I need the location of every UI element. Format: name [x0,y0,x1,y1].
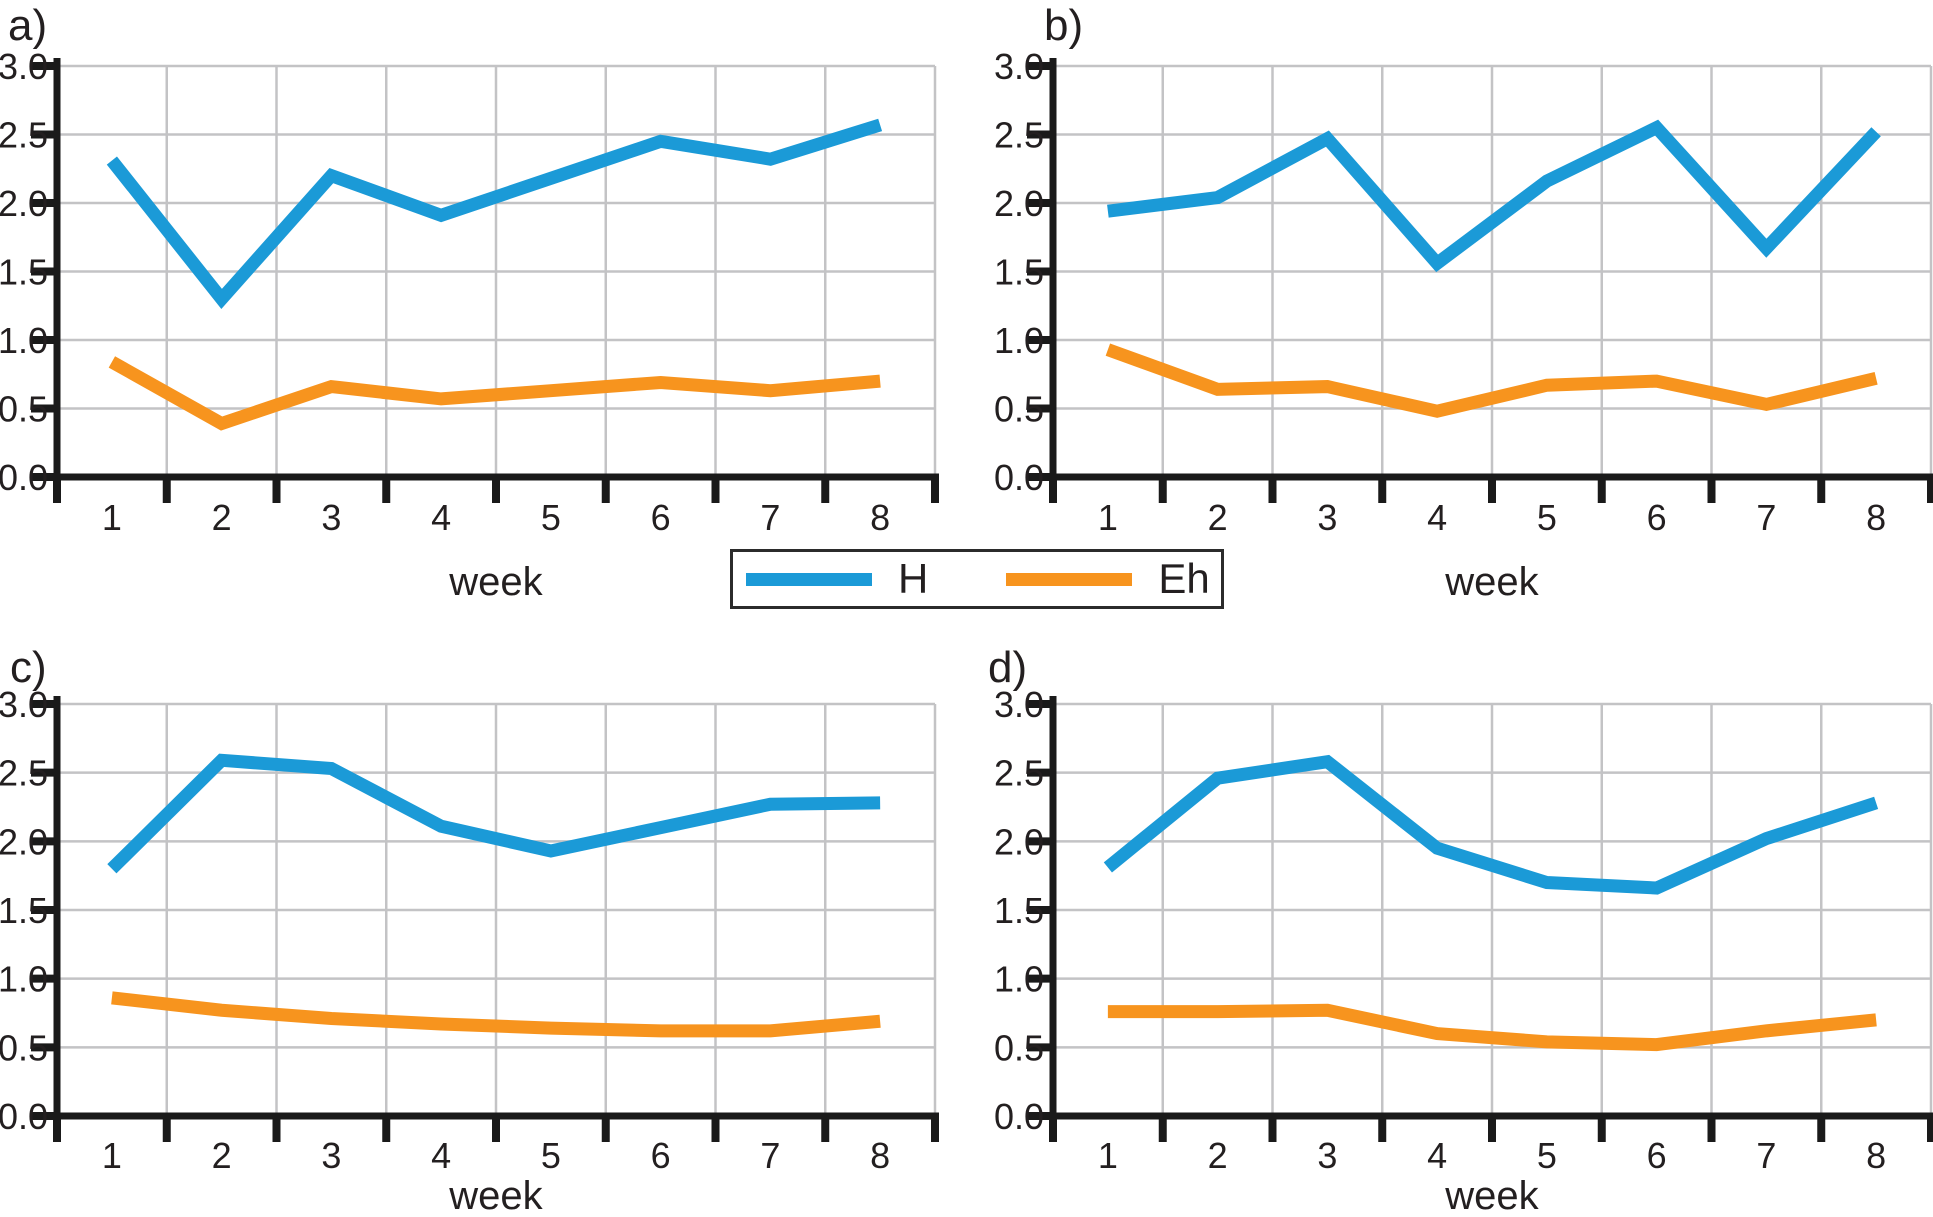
y-tick-label: 1.5 [994,890,1044,931]
x-tick-label: 2 [1208,1135,1228,1176]
panel-a-x-axis-title: week [449,560,543,604]
y-tick-label: 1.0 [0,320,48,361]
x-tick-label: 6 [651,497,671,538]
panel-c-letter: c) [10,643,47,692]
panel-c-series-Eh [111,991,881,1038]
x-tick-label: 6 [651,1135,671,1176]
legend-item-eh: Eh [1006,555,1210,602]
x-tick-label: 4 [431,1135,451,1176]
panel-a-series-Eh [108,356,881,431]
x-tick-label: 4 [1427,497,1447,538]
y-tick-label: 0.5 [994,1027,1044,1068]
x-tick-label: 1 [102,497,122,538]
x-tick-label: 5 [541,497,561,538]
x-tick-label: 2 [212,1135,232,1176]
y-tick-label: 1.5 [994,252,1044,293]
y-tick-label: 3.0 [994,684,1044,725]
x-tick-label: 4 [1427,1135,1447,1176]
y-tick-label: 1.0 [0,959,48,1000]
y-tick-label: 3.0 [0,684,48,725]
x-tick-label: 3 [1317,1135,1337,1176]
x-tick-label: 7 [1756,1135,1776,1176]
legend-label-eh: Eh [1158,555,1210,602]
x-tick-label: 8 [1866,497,1886,538]
x-tick-label: 7 [760,497,780,538]
panel-b-series-Eh [1105,343,1878,418]
legend-line-swatch-eh [1006,572,1133,586]
y-tick-label: 2.0 [994,821,1044,862]
x-tick-label: 4 [431,497,451,538]
y-tick-label: 2.0 [0,821,48,862]
panel-b-x-axis-title: week [1445,560,1539,604]
y-tick-label: 2.0 [0,183,48,224]
y-tick-label: 0.0 [0,457,48,498]
x-tick-label: 5 [541,1135,561,1176]
panel-c: 3.0 2.5 2.0 1.5 1.0 0.5 0.0 1 2 3 4 5 6 7 8 [0,684,939,1176]
panel-d-letter: d) [988,643,1028,692]
x-tick-label: 6 [1647,1135,1667,1176]
panel-b-letter: b) [1044,1,1084,50]
x-tick-label: 8 [1866,1135,1886,1176]
y-tick-label: 0.0 [994,457,1044,498]
panel-b-series-H [1107,119,1881,273]
y-tick-label: 0.0 [994,1096,1044,1137]
y-tick-label: 0.5 [0,389,48,430]
x-tick-label: 5 [1537,1135,1557,1176]
legend-item-h: H [746,558,928,600]
y-tick-label: 1.0 [994,959,1044,1000]
x-tick-label: 1 [1098,1135,1118,1176]
y-tick-label: 1.0 [994,320,1044,361]
panel-c-x-axis-title: week [449,1174,543,1217]
x-tick-label: 5 [1537,497,1557,538]
y-tick-label: 2.0 [994,183,1044,224]
x-tick-label: 3 [321,1135,341,1176]
y-tick-label: 2.5 [0,753,48,794]
x-tick-label: 8 [870,497,890,538]
panel-a-series-H [106,118,883,309]
x-tick-label: 6 [1647,497,1667,538]
y-tick-label: 0.5 [0,1027,48,1068]
legend-label-h: H [898,555,929,602]
panel-d-series-Eh [1107,1003,1877,1052]
y-tick-label: 2.5 [0,115,48,156]
panel-b: 3.0 2.5 2.0 1.5 1.0 0.5 0.0 1 2 3 4 5 6 7 8 [994,46,1933,538]
x-tick-label: 2 [1208,497,1228,538]
panel-d-x-axis-title: week [1445,1174,1539,1217]
legend: H Eh [730,549,1224,609]
y-tick-label: 1.5 [0,890,48,931]
x-tick-label: 7 [1756,497,1776,538]
panel-d-series-H [1103,754,1879,895]
y-tick-label: 2.5 [994,115,1044,156]
y-tick-label: 0.0 [0,1096,48,1137]
y-tick-label: 1.5 [0,252,48,293]
y-tick-label: 0.5 [994,389,1044,430]
panel-d: 3.0 2.5 2.0 1.5 1.0 0.5 0.0 1 2 3 4 5 6 7 8 [994,684,1933,1176]
y-tick-label: 3.0 [0,46,48,87]
legend-line-swatch-h [746,572,872,586]
x-tick-label: 1 [102,1135,122,1176]
panel-c-series-H [107,753,881,874]
x-tick-label: 3 [321,497,341,538]
y-tick-label: 2.5 [994,753,1044,794]
x-tick-label: 7 [760,1135,780,1176]
x-tick-label: 8 [870,1135,890,1176]
y-tick-label: 3.0 [994,46,1044,87]
x-tick-label: 2 [212,497,232,538]
panel-a-letter: a) [8,1,48,50]
x-tick-label: 3 [1317,497,1337,538]
panel-a: 3.0 2.5 2.0 1.5 1.0 0.5 0.0 1 2 3 4 5 6 7 8 [0,46,939,538]
panel-c-axes [53,696,939,1120]
x-tick-label: 1 [1098,497,1118,538]
